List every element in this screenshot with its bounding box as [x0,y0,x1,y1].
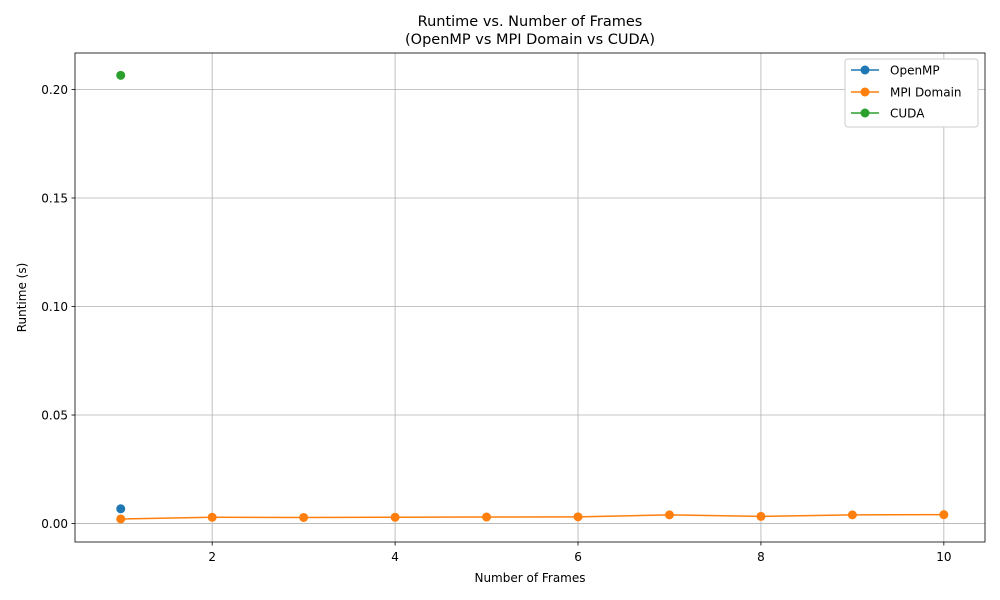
legend-label-openmp: OpenMP [890,64,940,78]
grid-lines [75,53,985,542]
legend-label-mpi-domain: MPI Domain [890,86,962,100]
legend-item-mpi-domain: MPI Domain [851,86,962,100]
y-tick-label: 0.20 [41,83,68,97]
legend-label-cuda: CUDA [890,107,925,121]
legend-marker-mpi-domain [860,87,870,97]
series-layer [116,70,949,524]
x-tick-label: 10 [936,550,951,564]
y-tick-label: 0.00 [41,517,68,531]
series-openmp [116,504,126,514]
legend-marker-openmp [860,65,870,75]
data-point-mpi-domain [390,512,400,522]
y-tick-label: 0.05 [41,408,68,422]
series-mpi-domain [116,510,949,524]
axis-ticks: 2 4 6 8 10 0.00 0.05 0.10 0.15 0.20 [41,83,951,564]
x-tick-label: 8 [757,550,765,564]
x-axis-label: Number of Frames [474,571,585,585]
y-axis-label: Runtime (s) [15,263,29,333]
data-point-cuda [116,70,126,80]
chart-title: Runtime vs. Number of Frames [418,14,643,30]
x-tick-label: 2 [208,550,216,564]
data-point-mpi-domain [939,510,949,520]
y-tick-label: 0.15 [41,191,68,205]
data-point-mpi-domain [299,512,309,522]
data-point-mpi-domain [116,514,126,524]
data-point-mpi-domain [756,511,766,521]
legend-marker-cuda [860,108,870,118]
data-point-mpi-domain [482,512,492,522]
chart-subtitle: (OpenMP vs MPI Domain vs CUDA) [405,32,655,48]
legend-item-cuda: CUDA [851,107,925,121]
series-cuda [116,70,126,80]
series-line-mpi-domain [120,513,944,520]
x-tick-label: 4 [391,550,399,564]
data-point-mpi-domain [664,510,674,520]
plot-area-frame [74,52,986,543]
data-point-mpi-domain [573,512,583,522]
data-point-mpi-domain [847,510,857,520]
legend: OpenMP MPI Domain CUDA [844,58,979,128]
data-point-mpi-domain [207,512,217,522]
x-tick-label: 6 [574,550,582,564]
legend-item-openmp: OpenMP [851,64,940,78]
y-tick-label: 0.10 [41,300,68,314]
data-point-openmp [116,504,126,514]
legend-frame [844,58,979,128]
